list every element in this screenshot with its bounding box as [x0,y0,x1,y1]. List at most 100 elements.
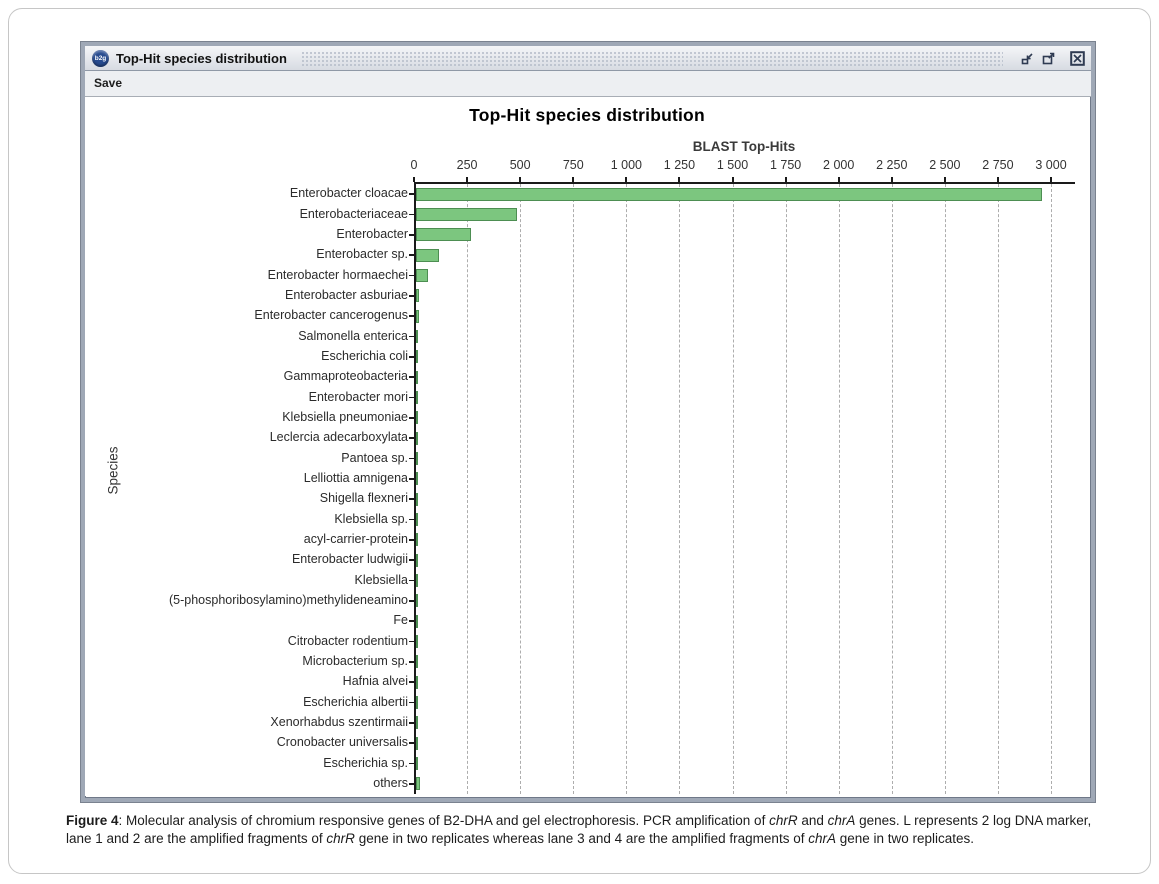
x-tick-label: 1 250 [663,158,696,172]
y-tick-mark [409,681,414,683]
x-tick-mark [996,177,999,182]
bar [416,330,419,343]
bar [416,452,418,465]
caption-segment: chrA [827,813,856,828]
y-tick-mark [409,234,414,236]
y-tick-mark [409,579,414,582]
window-content: Top-Hit species distribution BLAST Top-H… [85,97,1089,796]
species-label: Enterobacter [336,226,408,241]
x-gridline [891,184,893,794]
x-tick-label: 3 000 [1035,158,1067,172]
caption-segment: : Molecular analysis of chromium respons… [118,813,770,828]
y-tick-mark [409,498,414,500]
species-label: Enterobacter hormaechei [267,267,408,282]
y-tick-mark [409,335,414,338]
species-label: Enterobacter ludwigii [291,552,408,567]
save-menu-item[interactable]: Save [94,76,123,90]
species-label: Leclercia adecarboxylata [269,430,408,445]
caption-segment: Figure 4 [66,813,119,828]
bar [416,309,419,323]
x-tick-label: 2 500 [929,158,961,172]
window-titlebar[interactable]: b2g Top-Hit species distribution [85,46,1091,71]
bar [416,594,418,608]
bar [416,492,418,506]
titlebar-texture [300,50,1003,66]
caption-segment: genes. L represents 2 log DNA marker, la… [66,813,1092,846]
x-tick-label: 2 000 [823,158,855,172]
y-tick-mark [409,315,414,317]
page-container: b2g Top-Hit species distribution [8,8,1151,874]
y-tick-mark [409,478,414,480]
bar [416,391,418,404]
y-tick-mark [409,396,414,399]
y-axis-line [414,182,416,794]
x-tick-mark [837,177,840,182]
y-tick-mark [409,539,414,541]
close-icon[interactable] [1069,50,1086,67]
species-label: Salmonella enterica [298,328,408,343]
species-label: Enterobacter cancerogenus [254,308,408,323]
bar [416,370,418,384]
minimize-icon[interactable] [1019,50,1036,67]
caption-segment: gene in two replicates. [835,830,975,846]
species-label: Enterobacter sp. [316,247,408,262]
y-tick-mark [409,254,414,256]
species-label: Escherichia coli [321,348,408,363]
species-label: Fe [393,613,408,628]
species-label: Escherichia sp. [323,755,408,770]
x-tick-mark [519,177,522,182]
x-gridline [838,184,840,794]
x-tick-mark [625,177,628,182]
bar [416,553,418,567]
x-tick-label: 2 750 [982,158,1014,172]
x-gridline [1051,184,1052,794]
caption-segment: chrA [808,830,836,846]
bar [416,777,421,791]
species-label: Lelliottia amnigena [303,470,408,485]
y-tick-mark [409,783,414,785]
x-tick-label: 2 250 [876,158,908,172]
bar [416,635,418,648]
y-tick-mark [409,640,414,643]
y-tick-mark [409,213,414,216]
y-tick-mark [409,437,414,439]
x-tick-mark [784,177,787,182]
species-label: Enterobacter mori [308,389,408,404]
x-tick-mark [466,177,469,182]
x-tick-label: 750 [562,158,584,172]
bar [416,533,418,547]
species-label: Hafnia alvei [342,674,408,689]
caption-segment: and [797,813,828,828]
bar [416,614,418,628]
y-tick-mark [409,274,414,277]
bar [416,411,418,425]
x-gridline [785,184,787,794]
x-gridline [573,184,575,794]
x-tick-mark [890,177,893,182]
x-gridline [997,184,999,794]
bar [416,187,1043,201]
y-tick-mark [409,356,414,358]
species-label: Klebsiella sp. [334,511,408,526]
species-label: Gammaproteobacteria [283,369,408,384]
species-label: Microbacterium sp. [302,653,408,668]
y-tick-mark [409,661,414,663]
maximize-icon[interactable] [1040,50,1057,67]
species-label: Shigella flexneri [319,491,408,506]
y-tick-mark [409,600,414,602]
y-tick-mark [409,762,414,765]
x-tick-label: 1 000 [610,158,642,172]
bar [416,289,420,303]
species-label: Xenorhabdus szentirmaii [270,714,408,729]
species-label: Enterobacter asburiae [285,287,408,302]
window-title: Top-Hit species distribution [116,50,287,66]
x-tick-label: 0 [410,158,418,172]
y-tick-mark [409,620,414,622]
bar [416,350,418,364]
bar [416,716,418,730]
b2g-app-icon: b2g [92,49,109,67]
y-tick-mark [409,559,414,561]
species-label: Cronobacter universalis [276,735,408,750]
bar [416,269,428,282]
y-tick-mark [409,701,414,704]
